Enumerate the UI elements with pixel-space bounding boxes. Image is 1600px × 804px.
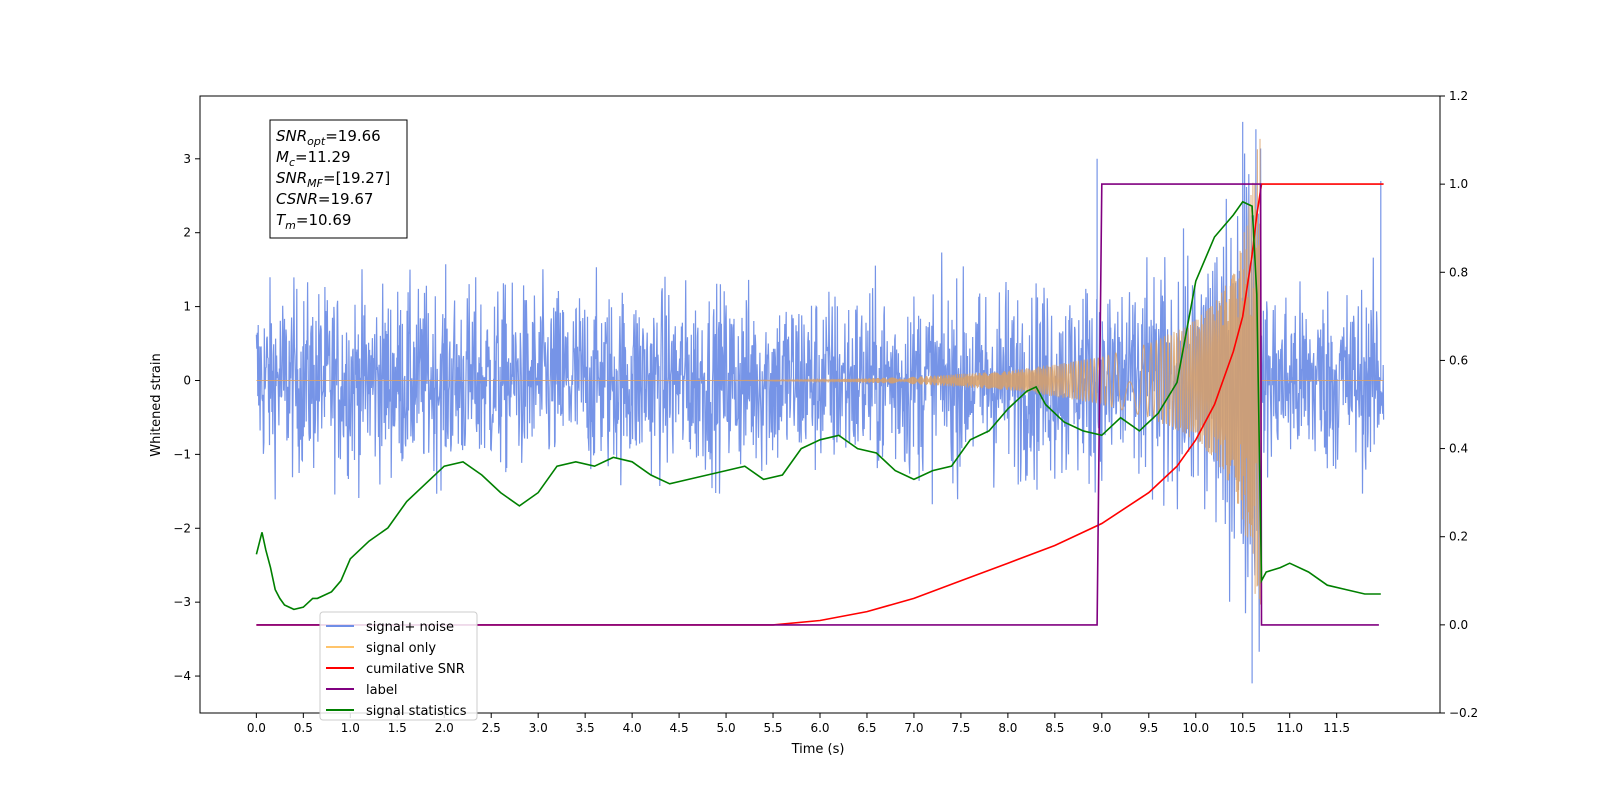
legend-entry: cumilative SNR (366, 662, 465, 677)
y-left-tick-label: −1 (173, 447, 191, 461)
x-tick-label: 6.0 (810, 721, 829, 735)
legend-entry: signal+ noise (366, 620, 454, 635)
series-cumulative-snr (256, 183, 1384, 626)
x-tick-label: 4.0 (623, 721, 642, 735)
y-right-tick-label: 0.8 (1449, 265, 1468, 279)
x-tick-label: 1.5 (388, 721, 407, 735)
series-signal-only (256, 138, 1384, 605)
y-left-tick-label: −4 (173, 669, 191, 683)
legend: signal+ noise signal only cumilative SNR la… (319, 611, 478, 721)
y-left-tick-label: 0 (183, 373, 191, 387)
x-tick-label: 5.0 (717, 721, 736, 735)
annotation-line: SNRopt=19.66 (276, 127, 381, 148)
y-axis-right-ticks: 1.2 1.0 0.8 0.6 0.4 0.2 0.0 −0.2 (1440, 89, 1478, 720)
y-right-tick-label: 0.6 (1449, 353, 1468, 367)
x-tick-label: 8.0 (998, 721, 1017, 735)
x-tick-label: 1.0 (341, 721, 360, 735)
legend-entry: signal only (366, 641, 436, 656)
x-tick-label: 11.0 (1276, 721, 1303, 735)
annotation-line: CSNR=19.67 (276, 190, 373, 208)
x-tick-label: 8.5 (1045, 721, 1064, 735)
legend-frame (319, 611, 478, 721)
x-tick-label: 10.5 (1229, 721, 1256, 735)
x-tick-label: 7.0 (904, 721, 923, 735)
y-right-tick-label: 1.2 (1449, 89, 1468, 103)
y-axis-left-ticks: 3 2 1 0 −1 −2 −3 −4 (173, 152, 200, 683)
x-tick-label: 0.0 (247, 721, 266, 735)
y-right-tick-label: 1.0 (1449, 177, 1468, 191)
x-tick-label: 9.5 (1139, 721, 1158, 735)
y-right-tick-label: −0.2 (1449, 706, 1478, 720)
series-signal-statistics (255, 200, 1381, 611)
x-axis-ticks: 0.0 0.5 1.0 1.5 2.0 2.5 3.0 3.5 4.0 4.5 5.0 5.5 6.0 6… (247, 713, 1350, 735)
y-left-tick-label: 3 (183, 152, 191, 166)
x-tick-label: 3.0 (529, 721, 548, 735)
annotation-box: SNRopt=19.66Mc=11.29SNRMF=[19.27]CSNR=19… (269, 119, 408, 239)
annotation-line: Mc=11.29 (276, 148, 351, 169)
legend-entry: signal statistics (366, 704, 467, 719)
x-tick-label: 4.5 (670, 721, 689, 735)
y-right-tick-label: 0.4 (1449, 442, 1468, 456)
annotation-line: SNRMF=[19.27] (276, 169, 390, 190)
legend-entry: label (366, 683, 397, 698)
x-tick-label: 11.5 (1323, 721, 1350, 735)
x-tick-label: 6.5 (857, 721, 876, 735)
x-axis-label: Time (s) (791, 742, 845, 757)
x-tick-label: 10.0 (1182, 721, 1209, 735)
annotation-line: Tm=10.69 (276, 211, 351, 232)
x-tick-label: 2.0 (435, 721, 454, 735)
y-right-tick-label: 0.2 (1449, 530, 1468, 544)
y-left-tick-label: 1 (183, 300, 191, 314)
annotation-frame (269, 119, 408, 239)
y-right-tick-label: 0.0 (1449, 618, 1468, 632)
x-tick-label: 2.5 (482, 721, 501, 735)
y-left-tick-label: −3 (173, 595, 191, 609)
series-label (256, 183, 1379, 626)
x-tick-label: 5.5 (763, 721, 782, 735)
x-tick-label: 7.5 (951, 721, 970, 735)
x-tick-label: 3.5 (576, 721, 595, 735)
y-axis-label: Whitened strain (149, 353, 164, 456)
y-left-tick-label: −2 (173, 521, 191, 535)
x-tick-label: 9.0 (1092, 721, 1111, 735)
y-left-tick-label: 2 (183, 226, 191, 240)
plot-content (255, 121, 1385, 684)
x-tick-label: 0.5 (294, 721, 313, 735)
